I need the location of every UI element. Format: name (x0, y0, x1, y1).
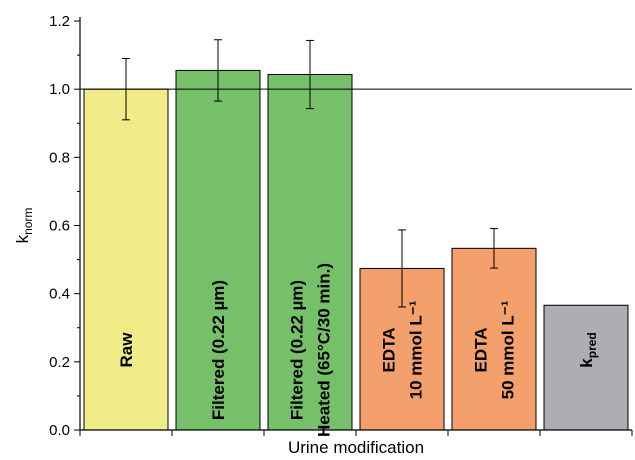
y-tick-label: 0.4 (49, 286, 70, 303)
axes-layer: 0.0 0.2 0.4 0.6 0.8 1.0 1.2 Urine modification k… (13, 13, 633, 457)
bar-label: EDTA (472, 327, 491, 372)
error-bar (398, 229, 406, 308)
error-bar (306, 39, 314, 110)
bar-label: EDTA (380, 327, 399, 372)
error-bar (490, 228, 498, 269)
y-tick-label: 0.0 (49, 422, 70, 439)
bar-label-subscript: pred (585, 332, 599, 358)
bar-label: 50 mmol L⁻¹ (499, 300, 518, 399)
bar-label: 10 mmol L⁻¹ (407, 300, 426, 399)
y-tick-label: 0.8 (49, 149, 70, 166)
y-tick-label: 1.0 (49, 81, 70, 98)
bar (451, 247, 537, 431)
bar (175, 69, 261, 431)
y-tick-label: 0.2 (49, 354, 70, 371)
y-tick-label: 0.6 (49, 218, 70, 235)
y-tick-label: 1.2 (49, 13, 70, 30)
bar-label: Raw (117, 332, 136, 368)
bar-label: kpred (577, 332, 599, 367)
y-axis-title: knorm (13, 208, 35, 244)
bars-layer (83, 69, 629, 431)
bar (267, 74, 353, 431)
bar-label: Filtered (0.22 µm) (209, 280, 228, 420)
bar (83, 88, 169, 431)
y-axis-title-subscript: norm (21, 208, 35, 235)
bar-label: Filtered (0.22 µm) (288, 280, 307, 420)
bar (543, 304, 629, 431)
error-bar (214, 39, 222, 102)
bar-labels-layer: Raw Filtered (0.22 µm) Filtered (0.22 µm) H… (117, 263, 599, 437)
bar-label: Heated (65°C/30 min.) (315, 263, 334, 437)
x-axis-title: Urine modification (288, 438, 424, 457)
